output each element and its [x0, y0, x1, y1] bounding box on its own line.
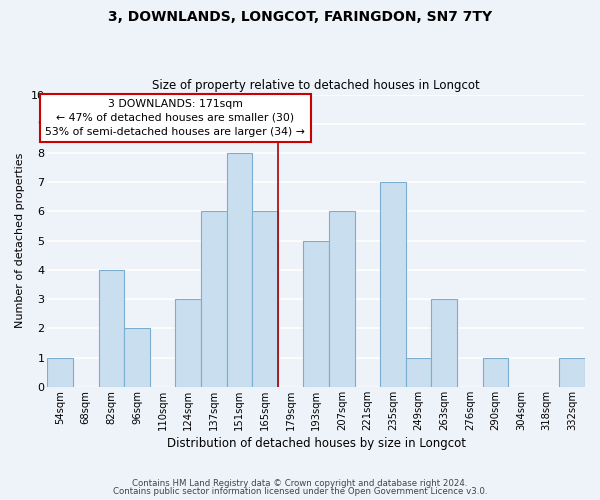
Bar [201, 212, 227, 387]
Bar [304, 240, 329, 387]
Bar [329, 212, 355, 387]
Text: 3, DOWNLANDS, LONGCOT, FARINGDON, SN7 7TY: 3, DOWNLANDS, LONGCOT, FARINGDON, SN7 7T… [108, 10, 492, 24]
Bar [47, 358, 73, 387]
Text: 3 DOWNLANDS: 171sqm
← 47% of detached houses are smaller (30)
53% of semi-detach: 3 DOWNLANDS: 171sqm ← 47% of detached ho… [46, 99, 305, 137]
Bar [482, 358, 508, 387]
Bar [559, 358, 585, 387]
Bar [175, 299, 201, 387]
Bar [406, 358, 431, 387]
X-axis label: Distribution of detached houses by size in Longcot: Distribution of detached houses by size … [167, 437, 466, 450]
Bar [124, 328, 150, 387]
Bar [252, 212, 278, 387]
Text: Contains HM Land Registry data © Crown copyright and database right 2024.: Contains HM Land Registry data © Crown c… [132, 478, 468, 488]
Bar [380, 182, 406, 387]
Bar [98, 270, 124, 387]
Bar [431, 299, 457, 387]
Bar [227, 153, 252, 387]
Y-axis label: Number of detached properties: Number of detached properties [15, 153, 25, 328]
Text: Contains public sector information licensed under the Open Government Licence v3: Contains public sector information licen… [113, 487, 487, 496]
Title: Size of property relative to detached houses in Longcot: Size of property relative to detached ho… [152, 79, 480, 92]
